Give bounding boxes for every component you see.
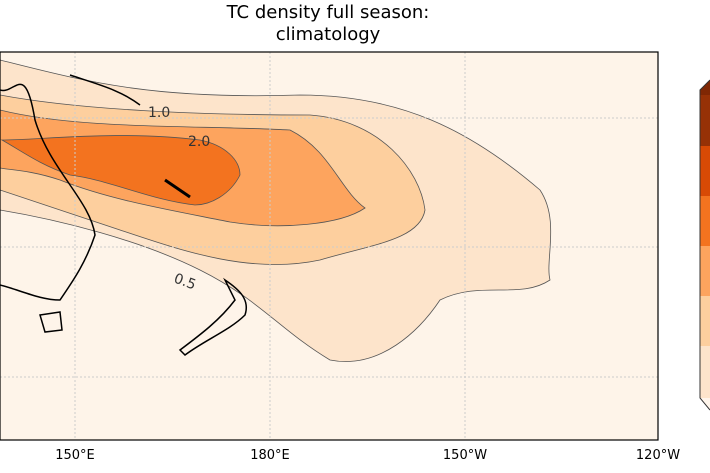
title-line-2: climatology [275,24,381,45]
australia-coastline [0,83,96,301]
x-tick: 150°W [442,448,488,463]
x-tick: 180°E [250,448,290,463]
contour-label: 2.0 [188,134,210,150]
map-frame [0,51,659,441]
contour-2.0 [0,135,241,206]
png-coastline [69,74,141,106]
map-title: TC density full season: climatology [0,2,656,46]
new-zealand-coastline [178,277,247,356]
new-caledonia [164,178,191,199]
gridlines [0,52,658,440]
contour-label: 0.5 [172,271,198,294]
colorbar [699,79,710,411]
x-tick: 150°E [55,448,95,463]
contour-label: 1.0 [148,105,170,121]
x-tick: 120°W [635,448,681,463]
title-line-1: TC density full season: [226,2,430,23]
tasmania-coastline [39,311,63,333]
